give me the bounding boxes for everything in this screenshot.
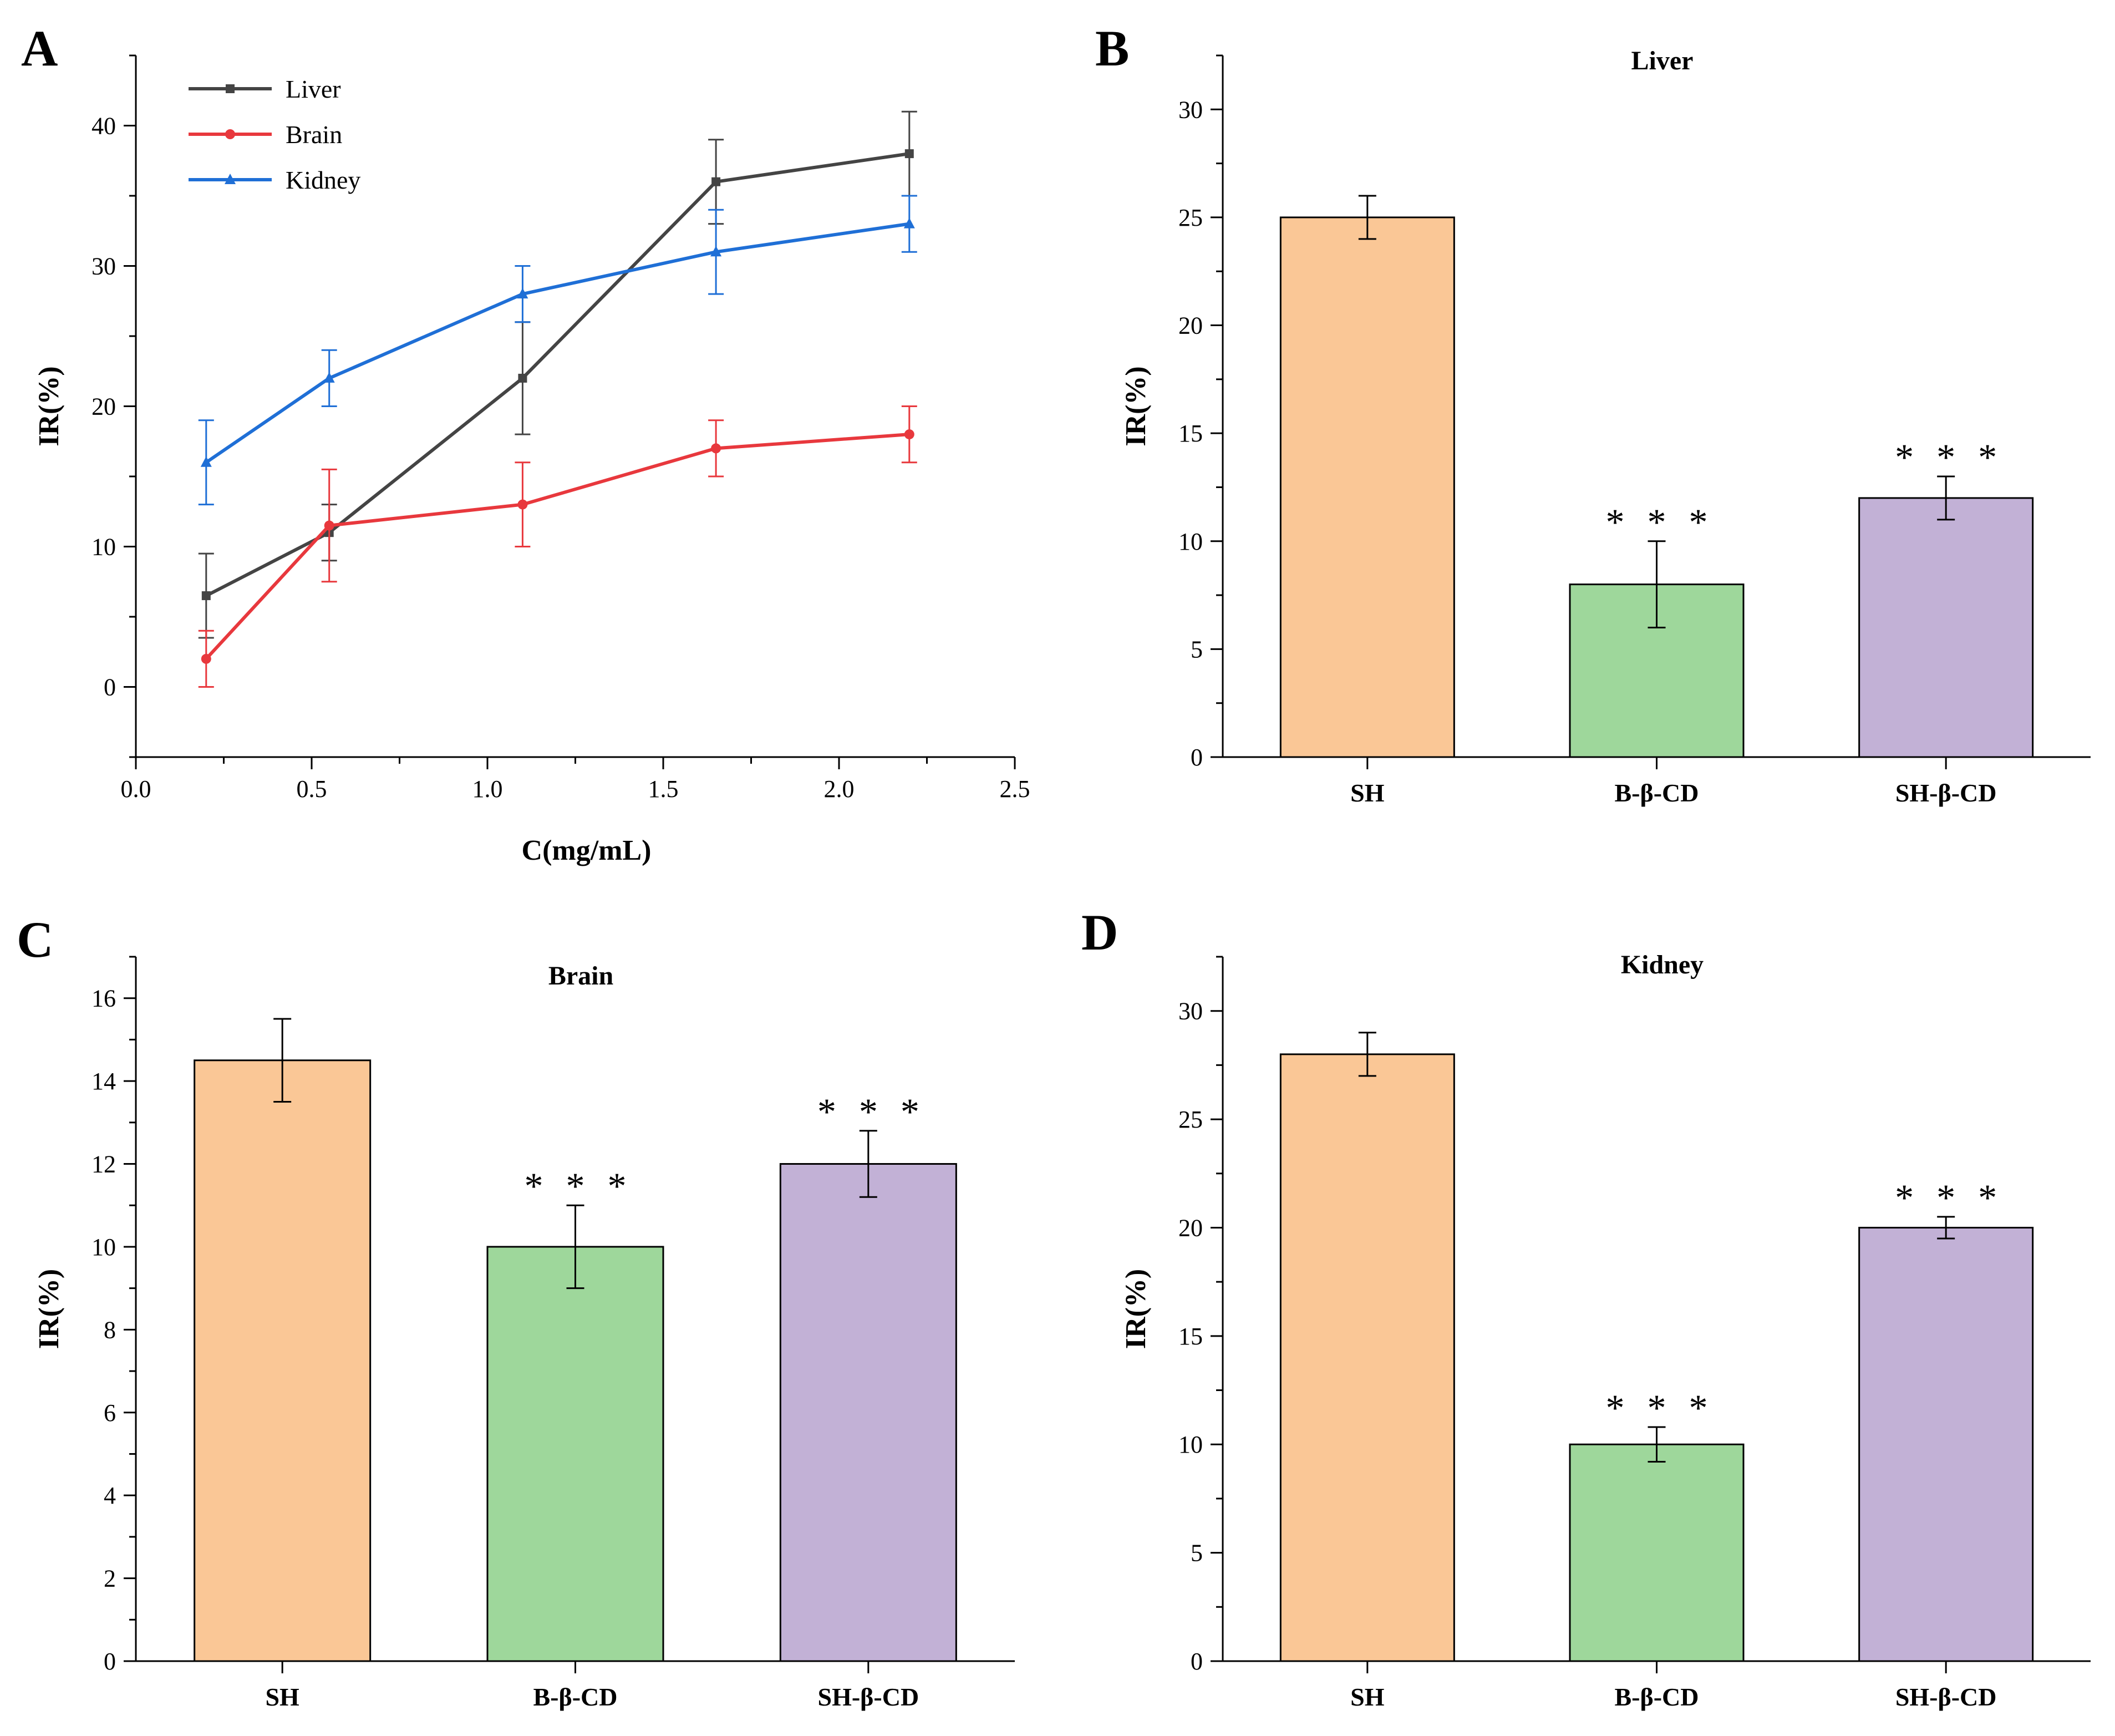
C-ytick-label: 8 [104, 1316, 116, 1343]
C-bar-shcd [779, 1163, 957, 1662]
brain-point [201, 653, 211, 664]
C-ylabel: IR(%) [33, 1269, 65, 1349]
D-category-label: SH [1350, 1683, 1385, 1711]
D-ytick-label: 20 [1178, 1214, 1203, 1241]
D-bar-bcd [1569, 1443, 1745, 1662]
B-ylabel: IR(%) [1120, 366, 1152, 446]
D-category-label: B-β-CD [1615, 1683, 1699, 1711]
D-ytick-label: 0 [1191, 1648, 1203, 1675]
C-ytick-label: 2 [104, 1565, 116, 1592]
panel-letter: A [21, 20, 58, 77]
series-kidney [198, 195, 917, 506]
B-ytick-label: 10 [1178, 528, 1203, 555]
legend-kidney-marker [225, 174, 236, 184]
panel-a: A 0 10 20 30 40 IR(%) 0.0 0.5 1.0 1.5 2.0 2.5 C(mg/mL… [21, 20, 1030, 866]
legend-liver-label: Liver [286, 75, 341, 103]
D-bar-shcd [1858, 1226, 2034, 1662]
kidney-point [903, 217, 915, 229]
B-category-label: SH-β-CD [1895, 779, 1997, 807]
panel-c: C 0 2 4 6 8 10 12 14 16 IR(%) Brain SH * * * B-β-CD * *… [17, 911, 1015, 1711]
brain-point [711, 443, 721, 454]
C-ytick-label: 0 [104, 1648, 116, 1675]
A-xtick-label: 0.5 [297, 775, 327, 803]
legend-brain-label: Brain [286, 120, 342, 149]
C-bar-sh [194, 1059, 372, 1662]
D-category-label: SH-β-CD [1895, 1683, 1997, 1711]
C-category-label: SH-β-CD [817, 1683, 919, 1711]
D-significance-label: * * * [1895, 1176, 2004, 1219]
C-ytick-label: 4 [104, 1482, 116, 1509]
D-title: Kidney [1621, 950, 1704, 979]
panel-letter: D [1081, 904, 1118, 961]
A-ytick-label: 0 [104, 674, 116, 701]
liver-point [711, 177, 721, 186]
B-category-label: SH [1350, 779, 1385, 807]
A-ytick-label: 10 [91, 534, 116, 561]
C-title: Brain [548, 961, 613, 991]
A-xlabel: C(mg/mL) [522, 835, 652, 866]
panel-letter: C [17, 911, 53, 968]
D-ytick-label: 5 [1191, 1540, 1203, 1567]
brain-line [205, 433, 910, 660]
B-title: Liver [1631, 46, 1694, 75]
B-ytick-label: 15 [1178, 420, 1203, 447]
B-ytick-label: 25 [1178, 204, 1203, 231]
kidney-point [517, 288, 528, 299]
A-xtick-label: 2.5 [1000, 775, 1030, 803]
panel-letter: B [1095, 20, 1129, 77]
C-category-label: B-β-CD [533, 1683, 618, 1711]
kidney-point [200, 456, 212, 467]
A-ytick-label: 40 [91, 113, 116, 140]
C-ytick-label: 12 [91, 1151, 116, 1178]
D-ytick-label: 25 [1178, 1106, 1203, 1133]
B-significance-label: * * * [1895, 436, 2004, 478]
B-ytick-label: 0 [1191, 744, 1203, 771]
brain-point [324, 520, 334, 531]
A-ytick-label: 30 [91, 253, 116, 280]
B-ytick-label: 30 [1178, 96, 1203, 123]
A-xtick-label: 1.0 [472, 775, 503, 803]
kidney-point [710, 246, 722, 257]
liver-line [205, 152, 910, 597]
B-bar-sh [1279, 216, 1455, 758]
C-bar-bcd [486, 1246, 664, 1662]
C-ytick-label: 16 [91, 985, 116, 1012]
D-ytick-label: 15 [1178, 1323, 1203, 1350]
A-ytick-label: 20 [91, 393, 116, 420]
D-ytick-label: 30 [1178, 998, 1203, 1025]
legend-liver-marker [226, 84, 235, 93]
C-ytick-label: 10 [91, 1234, 116, 1261]
A-xtick-label: 2.0 [824, 775, 855, 803]
liver-point [904, 149, 914, 159]
liver-point [201, 591, 211, 601]
B-ytick-label: 20 [1178, 312, 1203, 339]
brain-point [904, 429, 914, 440]
C-significance-label: * * * [525, 1165, 633, 1207]
A-xtick-label: 1.5 [648, 775, 679, 803]
legend-brain-marker [225, 129, 235, 139]
liver-point [518, 373, 527, 383]
legend-kidney-label: Kidney [286, 166, 360, 194]
C-ytick-label: 6 [104, 1399, 116, 1427]
kidney-point [323, 372, 335, 383]
C-ytick-label: 14 [91, 1068, 116, 1095]
D-significance-label: * * * [1606, 1387, 1715, 1429]
A-ylabel: IR(%) [33, 366, 65, 446]
D-ytick-label: 10 [1178, 1431, 1203, 1458]
D-bar-sh [1279, 1053, 1455, 1662]
series-brain [198, 405, 917, 688]
A-xtick-label: 0.0 [121, 775, 151, 803]
B-category-label: B-β-CD [1615, 779, 1699, 807]
B-ytick-label: 5 [1191, 636, 1203, 663]
panel-d: D 0 5 10 15 20 25 30 IR(%) Kidney SH * * * B-β-CD * *… [1081, 904, 2091, 1711]
B-bar-shcd [1858, 497, 2034, 758]
C-significance-label: * * * [817, 1090, 926, 1133]
panel-b: B 0 5 10 15 20 25 30 IR(%) Liver SH * * * B-β-CD * * … [1095, 20, 2091, 807]
D-ylabel: IR(%) [1120, 1269, 1152, 1349]
brain-point [517, 499, 528, 510]
B-significance-label: * * * [1606, 501, 1715, 543]
C-category-label: SH [265, 1683, 299, 1711]
